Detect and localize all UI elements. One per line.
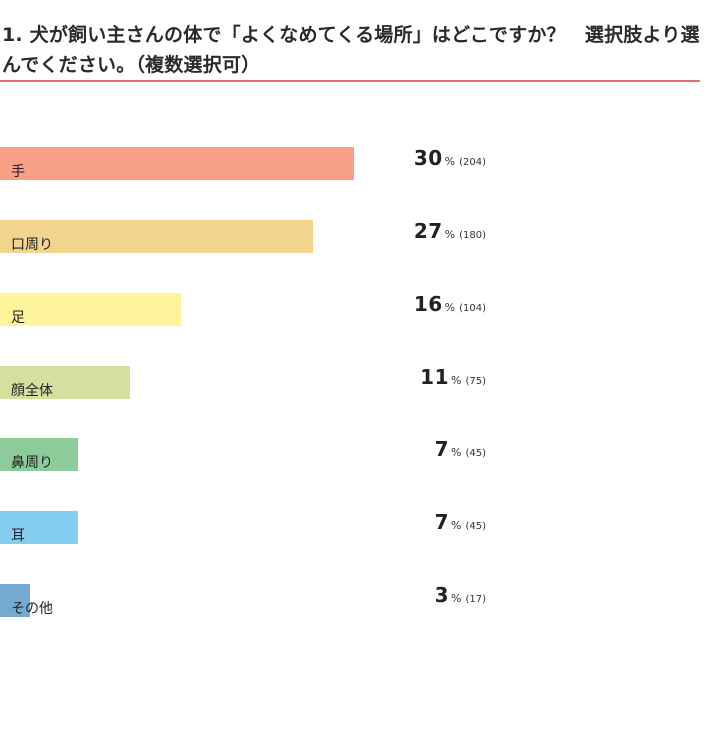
option-label: 手: [11, 164, 25, 180]
result-row-nose: 鼻周り 7 % (45): [0, 437, 500, 472]
result-bar: [0, 147, 354, 180]
response-count: (180): [459, 230, 486, 241]
result-row-foot: 足 16 % (104): [0, 292, 500, 327]
option-label: その他: [11, 601, 53, 617]
result-row-other: その他 3 % (17): [0, 583, 500, 618]
percent-sign: %: [451, 592, 462, 605]
percentage: 27: [413, 219, 443, 243]
result-bar: [0, 366, 130, 399]
percentage: 7: [434, 437, 450, 461]
result-value: 30 % (204): [414, 146, 486, 170]
percent-sign: %: [451, 519, 462, 532]
result-bar: [0, 584, 30, 617]
option-label: 鼻周り: [11, 455, 53, 471]
percent-sign: %: [451, 446, 462, 459]
result-value: 16 % (104): [414, 292, 486, 316]
result-row-whole-face: 顔全体 11 % (75): [0, 365, 500, 400]
result-bar: [0, 438, 78, 471]
response-count: (45): [465, 448, 486, 459]
result-value: 7 % (45): [435, 510, 486, 534]
percent-sign: %: [444, 301, 456, 314]
result-value: 7 % (45): [435, 437, 486, 461]
result-bar: [0, 511, 78, 544]
result-row-mouth: 口周り 27 % (180): [0, 219, 500, 254]
response-count: (104): [459, 303, 486, 314]
response-count: (17): [465, 594, 486, 605]
response-count: (204): [459, 157, 486, 168]
option-label: 顔全体: [11, 383, 53, 399]
result-value: 11 % (75): [420, 365, 486, 389]
option-label: 足: [11, 310, 25, 326]
result-value: 3 % (17): [435, 583, 486, 607]
percent-sign: %: [444, 228, 456, 241]
response-count: (75): [465, 376, 486, 387]
result-value: 27 % (180): [414, 219, 486, 243]
percentage: 7: [434, 510, 450, 534]
option-label: 口周り: [11, 237, 53, 253]
result-row-hand: 手 30 % (204): [0, 146, 500, 181]
percentage: 30: [413, 146, 443, 170]
option-label: 耳: [11, 528, 25, 544]
question-title: 1. 犬が飼い主さんの体で「よくなめてくる場所」はどこですか？ 選択肢より選んで…: [2, 24, 700, 76]
result-bar: [0, 293, 181, 326]
response-count: (45): [465, 521, 486, 532]
percent-sign: %: [444, 155, 456, 168]
title-divider: [0, 80, 700, 82]
percentage: 16: [413, 292, 443, 316]
percent-sign: %: [451, 374, 462, 387]
percentage: 11: [420, 365, 450, 389]
percentage: 3: [434, 583, 450, 607]
result-bar: [0, 220, 313, 253]
result-row-ear: 耳 7 % (45): [0, 510, 500, 545]
